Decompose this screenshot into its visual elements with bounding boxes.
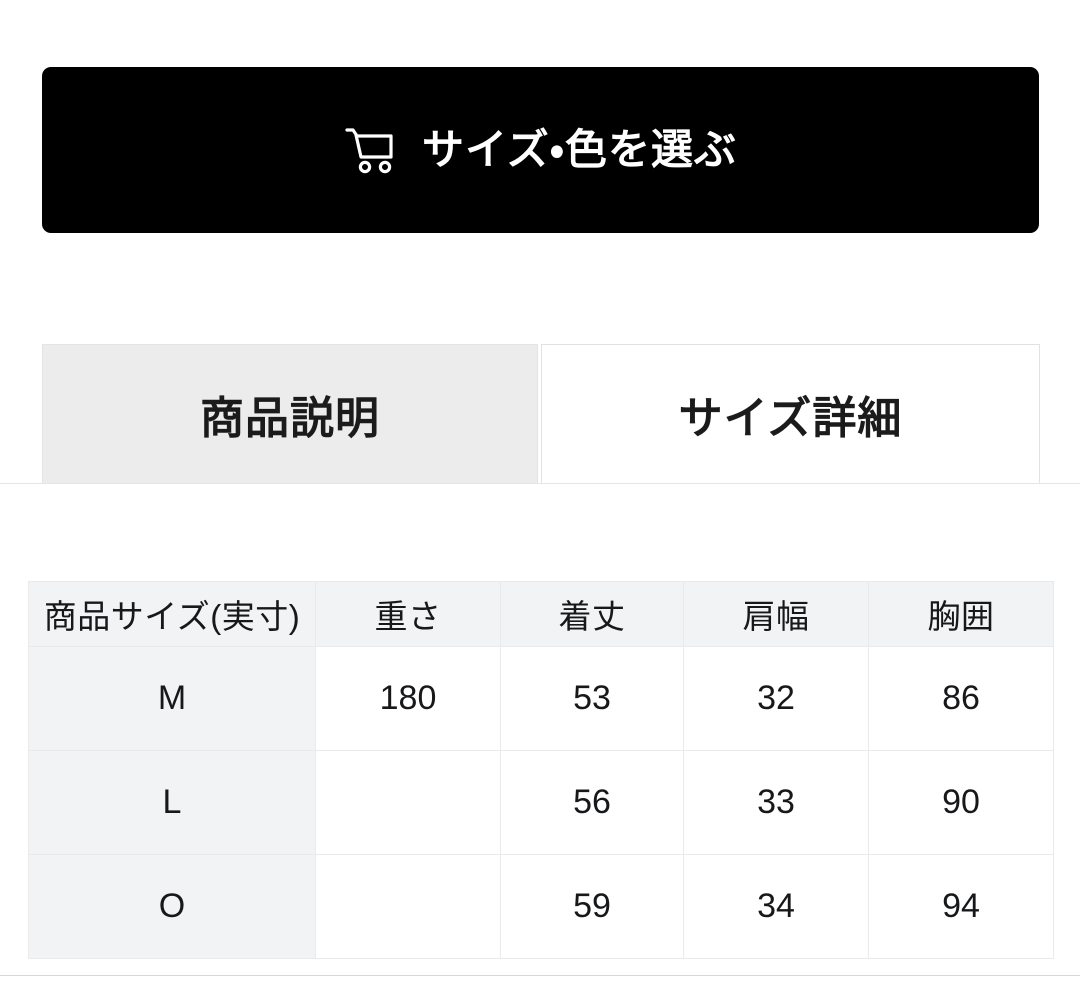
- cell-weight: 180: [315, 646, 501, 751]
- cell-chest: 90: [868, 750, 1054, 855]
- cell-shoulder: 32: [683, 646, 869, 751]
- tab-underline-left: [0, 483, 1080, 484]
- cell-length: 53: [500, 646, 684, 751]
- table-header-row: 商品サイズ(実寸) 重さ 着丈 肩幅 胸囲: [28, 581, 1054, 647]
- select-size-color-button[interactable]: サイズ・色を選ぶ: [42, 67, 1039, 233]
- shopping-cart-icon: [344, 126, 396, 174]
- tab-size-detail-label: サイズ詳細: [678, 394, 903, 443]
- column-header-chest: 胸囲: [868, 581, 1054, 647]
- cell-shoulder: 34: [683, 854, 869, 959]
- tab-product-description[interactable]: 商品説明: [42, 344, 538, 484]
- bottom-divider: [0, 975, 1080, 976]
- column-header-size: 商品サイズ(実寸): [28, 581, 316, 647]
- column-header-weight: 重さ: [315, 581, 501, 647]
- cell-weight: [315, 854, 501, 959]
- cell-size: L: [28, 750, 316, 855]
- cell-weight: [315, 750, 501, 855]
- cta-button-label: サイズ・色を選ぶ: [421, 126, 738, 173]
- cell-length: 56: [500, 750, 684, 855]
- table-row: L 56 33 90: [28, 750, 1054, 855]
- cell-size: M: [28, 646, 316, 751]
- tab-product-description-label: 商品説明: [200, 394, 380, 443]
- cell-length: 59: [500, 854, 684, 959]
- cell-size: O: [28, 854, 316, 959]
- cell-shoulder: 33: [683, 750, 869, 855]
- tab-size-detail[interactable]: サイズ詳細: [541, 344, 1040, 484]
- size-detail-table: 商品サイズ(実寸) 重さ 着丈 肩幅 胸囲 M 180 53 32 86 L 5…: [28, 581, 1054, 959]
- tab-bar: 商品説明 サイズ詳細: [0, 344, 1080, 485]
- cta-button-wrapper: サイズ・色を選ぶ: [42, 67, 1039, 233]
- column-header-length: 着丈: [500, 581, 684, 647]
- table-row: M 180 53 32 86: [28, 646, 1054, 751]
- column-header-shoulder: 肩幅: [683, 581, 869, 647]
- tab-underline-right: [1040, 483, 1080, 484]
- cell-chest: 94: [868, 854, 1054, 959]
- table-row: O 59 34 94: [28, 854, 1054, 959]
- cell-chest: 86: [868, 646, 1054, 751]
